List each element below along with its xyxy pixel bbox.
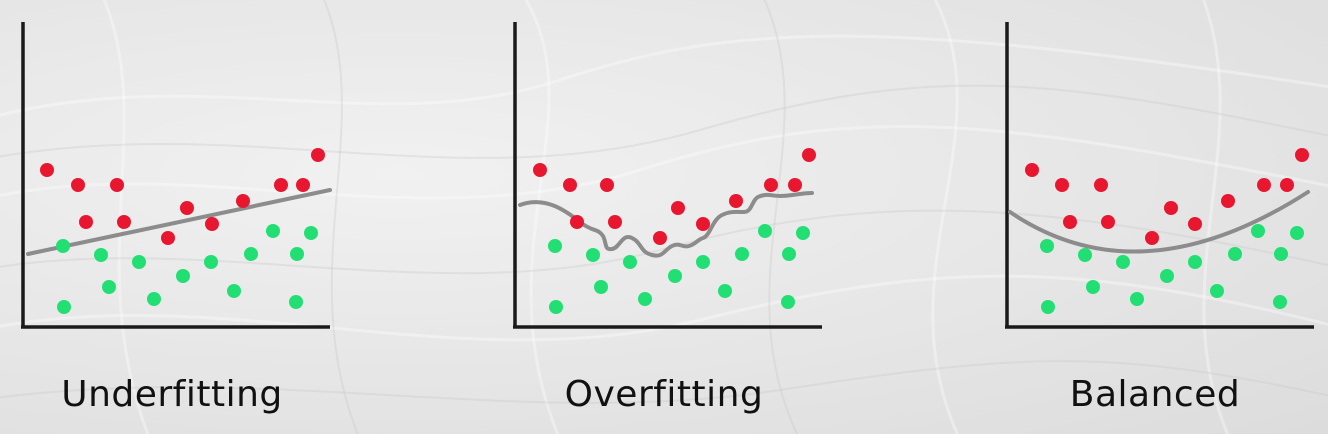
green-point: [782, 247, 796, 261]
green-point: [1086, 280, 1100, 294]
red-point: [671, 201, 685, 215]
green-point: [586, 248, 600, 262]
green-point: [594, 280, 608, 294]
panel-overfitting: Overfitting: [513, 22, 822, 415]
green-point: [244, 247, 258, 261]
fit-curve-quadratic: [1008, 190, 1310, 254]
red-point: [608, 215, 622, 229]
caption-underfitting: Underfitting: [61, 374, 283, 415]
red-point: [600, 178, 614, 192]
red-point: [1164, 201, 1178, 215]
green-point: [132, 255, 146, 269]
green-point: [623, 255, 637, 269]
green-point: [549, 300, 563, 314]
red-point: [1295, 148, 1309, 162]
green-point: [102, 280, 116, 294]
green-point: [266, 224, 280, 238]
green-point: [227, 284, 241, 298]
red-point: [311, 148, 325, 162]
green-point: [696, 255, 710, 269]
red-point: [1055, 178, 1069, 192]
green-point: [735, 247, 749, 261]
green-point: [1078, 248, 1092, 262]
green-point: [1188, 255, 1202, 269]
green-point: [1273, 295, 1287, 309]
red-point: [788, 178, 802, 192]
panel-underfitting: Underfitting: [0, 0, 440, 434]
green-point: [781, 295, 795, 309]
red-point: [1101, 215, 1115, 229]
green-point: [290, 247, 304, 261]
green-point: [1160, 269, 1174, 283]
red-point: [563, 178, 577, 192]
green-point: [1274, 247, 1288, 261]
red-point: [296, 178, 310, 192]
fit-curve-linear: [26, 188, 332, 256]
green-point: [796, 226, 810, 240]
red-point: [802, 148, 816, 162]
red-point: [110, 178, 124, 192]
green-point: [1116, 255, 1130, 269]
red-point: [533, 163, 547, 177]
red-point: [570, 215, 584, 229]
green-point: [1290, 226, 1304, 240]
green-point: [57, 300, 71, 314]
caption-overfitting: Overfitting: [564, 374, 764, 415]
red-point: [653, 231, 667, 245]
caption-balanced: Balanced: [1069, 374, 1241, 415]
green-point: [1130, 292, 1144, 306]
green-point: [668, 269, 682, 283]
green-point: [1210, 284, 1224, 298]
red-point: [1145, 231, 1159, 245]
green-point: [94, 248, 108, 262]
green-point: [289, 295, 303, 309]
red-point: [205, 217, 219, 231]
green-point: [176, 269, 190, 283]
green-point: [204, 255, 218, 269]
green-point: [1040, 239, 1054, 253]
green-point: [147, 292, 161, 306]
red-point: [1257, 178, 1271, 192]
red-point: [236, 194, 250, 208]
green-point: [718, 284, 732, 298]
red-point: [71, 178, 85, 192]
red-point: [1094, 178, 1108, 192]
green-point: [758, 224, 772, 238]
red-point: [79, 215, 93, 229]
plot-underfitting: [21, 22, 332, 329]
red-point: [1063, 215, 1077, 229]
red-point: [696, 217, 710, 231]
red-point: [161, 231, 175, 245]
red-point: [180, 201, 194, 215]
green-point: [548, 239, 562, 253]
red-point: [1025, 163, 1039, 177]
red-point: [40, 163, 54, 177]
red-point: [764, 178, 778, 192]
fit-curve-wiggly: [518, 191, 814, 258]
red-point: [1221, 194, 1235, 208]
red-point: [274, 178, 288, 192]
green-point: [56, 239, 70, 253]
green-point: [1251, 224, 1265, 238]
plot-overfitting: [513, 22, 822, 329]
green-point: [1228, 247, 1242, 261]
green-point: [304, 226, 318, 240]
green-point: [1041, 300, 1055, 314]
green-point: [638, 292, 652, 306]
red-point: [1280, 178, 1294, 192]
red-point: [1188, 217, 1202, 231]
red-point: [117, 215, 131, 229]
red-point: [729, 194, 743, 208]
